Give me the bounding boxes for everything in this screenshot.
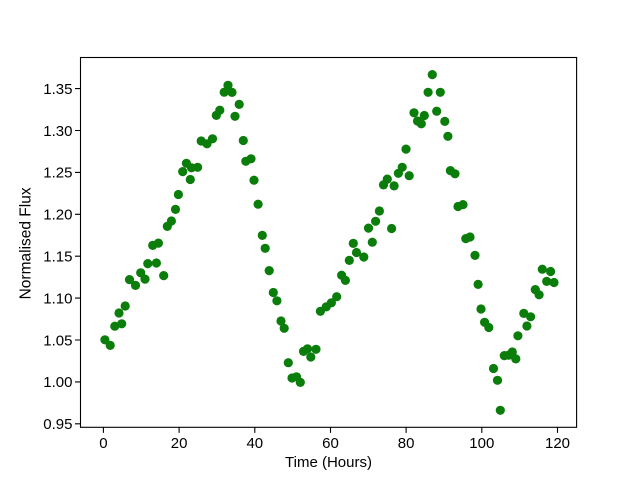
svg-text:1.15: 1.15 xyxy=(43,249,72,266)
svg-text:1.35: 1.35 xyxy=(43,81,72,98)
svg-text:1.00: 1.00 xyxy=(43,374,72,391)
svg-text:20: 20 xyxy=(171,435,188,452)
svg-text:100: 100 xyxy=(469,435,494,452)
svg-text:Time (Hours): Time (Hours) xyxy=(285,454,372,471)
svg-text:0: 0 xyxy=(99,435,107,452)
svg-text:1.25: 1.25 xyxy=(43,165,72,182)
svg-text:1.10: 1.10 xyxy=(43,290,72,307)
svg-text:1.20: 1.20 xyxy=(43,207,72,224)
svg-text:120: 120 xyxy=(545,435,570,452)
svg-text:1.30: 1.30 xyxy=(43,123,72,140)
svg-text:40: 40 xyxy=(246,435,263,452)
svg-text:80: 80 xyxy=(398,435,415,452)
svg-text:Normalised Flux: Normalised Flux xyxy=(18,187,35,299)
svg-text:0.95: 0.95 xyxy=(43,416,72,433)
svg-text:1.05: 1.05 xyxy=(43,332,72,349)
svg-text:60: 60 xyxy=(322,435,339,452)
